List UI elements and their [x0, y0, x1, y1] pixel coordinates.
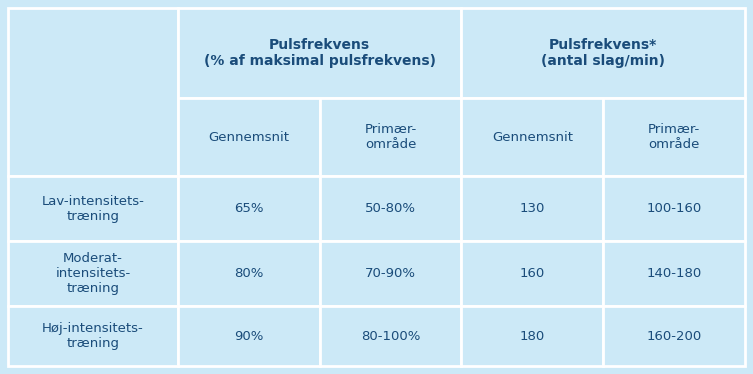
Bar	[178, 176, 320, 241]
Text: 65%: 65%	[234, 202, 264, 215]
Text: Lav-intensitets-
træning: Lav-intensitets- træning	[41, 194, 145, 223]
Bar	[320, 98, 462, 176]
Bar	[603, 176, 745, 241]
Text: 80%: 80%	[234, 267, 264, 280]
Bar	[462, 306, 603, 366]
Bar	[462, 176, 603, 241]
Text: Primær-
område: Primær- område	[364, 123, 416, 151]
Bar	[603, 306, 745, 366]
Text: Pulsfrekvens
(% af maksimal pulsfrekvens): Pulsfrekvens (% af maksimal pulsfrekvens…	[204, 38, 436, 68]
Text: 180: 180	[520, 329, 545, 343]
Text: 70-90%: 70-90%	[365, 267, 416, 280]
Bar	[320, 176, 462, 241]
Text: Høj-intensitets-
træning: Høj-intensitets- træning	[42, 322, 144, 350]
Bar	[8, 176, 178, 241]
Text: 160-200: 160-200	[647, 329, 702, 343]
Bar	[320, 241, 462, 306]
Bar	[603, 98, 745, 176]
Bar	[462, 98, 603, 176]
Text: Moderat-
intensitets-
træning: Moderat- intensitets- træning	[56, 252, 130, 295]
Text: 160: 160	[520, 267, 545, 280]
Bar	[462, 241, 603, 306]
Text: Pulsfrekvens*
(antal slag/min): Pulsfrekvens* (antal slag/min)	[541, 38, 665, 68]
Bar	[8, 8, 178, 176]
Bar	[178, 8, 462, 98]
Bar	[8, 241, 178, 306]
Bar	[462, 8, 745, 98]
Bar	[8, 306, 178, 366]
Bar	[178, 98, 320, 176]
Text: Primær-
område: Primær- område	[648, 123, 700, 151]
Text: 80-100%: 80-100%	[361, 329, 420, 343]
Text: 100-160: 100-160	[647, 202, 702, 215]
Text: 50-80%: 50-80%	[365, 202, 416, 215]
Text: 140-180: 140-180	[647, 267, 702, 280]
Bar	[603, 241, 745, 306]
Bar	[178, 241, 320, 306]
Bar	[178, 306, 320, 366]
Bar	[320, 306, 462, 366]
Text: 90%: 90%	[234, 329, 264, 343]
Text: Gennemsnit: Gennemsnit	[492, 131, 573, 144]
Text: 130: 130	[520, 202, 545, 215]
Text: Gennemsnit: Gennemsnit	[209, 131, 289, 144]
